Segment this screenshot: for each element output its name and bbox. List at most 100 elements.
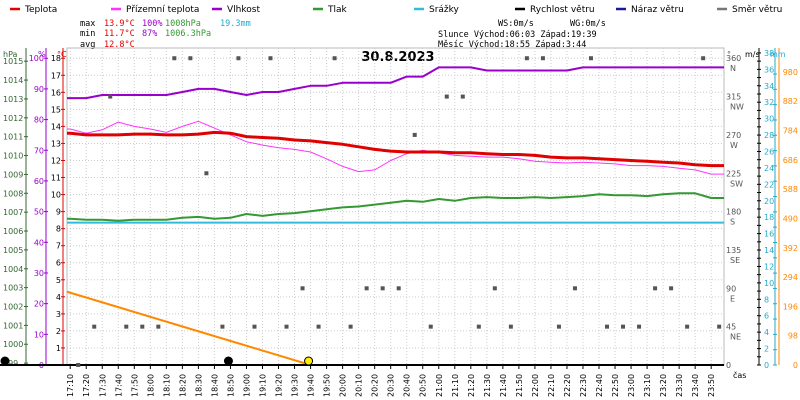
wind-direction-point [140,324,145,329]
event-marker [304,356,314,366]
tick-label-x: 22:40 [595,374,604,397]
tick-label-x: 18:30 [194,374,203,397]
wind-direction-point [76,363,81,367]
tick-label-x: 19:30 [291,374,300,397]
tick-label-ms: 8 [764,295,769,304]
tick-label-x: 21:00 [435,374,444,397]
tick-label-orange: 392 [783,244,798,253]
wind-direction-point [236,56,241,61]
tick-label-hpa: 1014 [3,76,23,85]
tick-label-x: 20:10 [355,374,364,397]
tick-label-dir: 45 [726,323,736,332]
stat-max-label: max [80,19,95,29]
tick-label-x: 19:10 [258,374,267,397]
tick-label-dir: 270 [726,131,741,140]
stat-min-hum: 87% [142,29,157,39]
tick-label-x: 23:40 [691,374,700,397]
tick-label-hpa: 1008 [3,189,23,198]
tick-label-cardinal: N [730,64,736,73]
tick-label-pct: 20 [34,300,44,309]
tick-label-orange: 882 [783,97,798,106]
wind-direction-point [540,56,545,61]
tick-label-ms: 36 [764,65,774,74]
wind-direction-point [556,324,561,329]
stat-precip: 19.3mm [220,19,251,29]
wind-direction-point [460,94,465,99]
tick-label-hpa: 999 [3,359,18,368]
wind-direction-point [653,286,658,291]
tick-label-x: 18:00 [146,374,155,397]
tick-label-temp: 17 [51,71,61,80]
wind-direction-point [300,286,305,291]
tick-label-pct: 80 [34,116,44,125]
tick-label-temp: 11 [51,174,61,183]
tick-label-cardinal: E [730,294,735,303]
wind-direction-point [172,56,177,61]
tick-label-dir: 90 [726,284,736,293]
wind-direction-point [685,324,690,329]
tick-label-orange: 784 [783,127,798,136]
stat-max-hum: 100% [142,19,162,29]
tick-label-orange: 0 [793,361,798,370]
stat-wg: WG:0m/s [570,19,606,29]
tick-label-temp: 16 [51,88,61,97]
tick-label-hpa: 1009 [3,170,23,179]
tick-label-x: 23:30 [675,374,684,397]
tick-label-x: 21:40 [499,374,508,397]
tick-label-ms: 0 [764,361,769,370]
tick-label-hpa: 1015 [3,57,23,66]
tick-label-ms: 24 [764,164,774,173]
tick-label-temp: 3 [56,310,61,319]
stat-avg-label: avg [80,40,95,50]
tick-label-hpa: 1000 [3,340,23,349]
wind-direction-point [396,286,401,291]
tick-label-dir: 225 [726,169,741,178]
tick-label-x: 18:50 [226,374,235,397]
tick-label-temp: 4 [56,293,61,302]
tick-label-x: 21:20 [467,374,476,397]
tick-label-orange: 196 [783,302,798,311]
tick-label-pct: 100 [29,54,44,63]
tick-label-orange: 490 [783,214,798,223]
tick-label-ms: 2 [764,345,769,354]
wind-direction-point [220,324,225,329]
plot-area: hPa% °C ° m/s mm9991000100110021003100410051… [0,47,798,397]
tick-label-ms: 38 [764,49,774,58]
tick-label-ms: 6 [764,312,769,321]
tick-label-temp: 15 [51,105,61,114]
wind-direction-point [204,171,209,176]
tick-label-pct: 60 [34,177,44,186]
tick-label-x: 21:50 [515,374,524,397]
tick-label-pct: 40 [34,238,44,247]
tick-label-dir: 180 [726,208,741,217]
stat-min-label: min [80,29,95,39]
tick-label-temp: 13 [51,139,61,148]
series-line-vlhkost [67,66,724,100]
tick-label-temp: 2 [56,327,61,336]
event-marker [223,356,233,366]
legend-label: Teplota [24,5,57,15]
tick-label-ms: 22 [764,180,774,189]
tick-label-cardinal: W [730,141,738,150]
wind-direction-point [252,324,257,329]
tick-label-x: 22:10 [547,374,556,397]
tick-label-ms: 12 [764,262,774,271]
tick-label-orange: 980 [783,68,798,77]
tick-label-ms: 26 [764,147,774,156]
stat-moon: Měsíc Východ:18:55 Západ:3:44 [438,40,586,50]
stat-ws: WS:0m/s [498,19,534,29]
axis-title-ms: m/s [745,50,760,59]
legend-label: Srážky [429,5,460,15]
event-marker [0,356,10,366]
tick-label-hpa: 1003 [3,284,23,293]
tick-label-ms: 28 [764,131,774,140]
legend-label: Přízemní teplota [126,5,199,15]
wind-direction-point [717,324,722,329]
tick-label-dir: 360 [726,54,741,63]
stat-max-press: 1008hPa [165,19,201,29]
tick-label-x: 19:50 [323,374,332,397]
tick-label-x: 20:20 [371,374,380,397]
legend-label: Rychlost větru [530,5,595,15]
stat-min-press: 1006.3hPa [165,29,211,39]
tick-label-hpa: 1005 [3,246,23,255]
